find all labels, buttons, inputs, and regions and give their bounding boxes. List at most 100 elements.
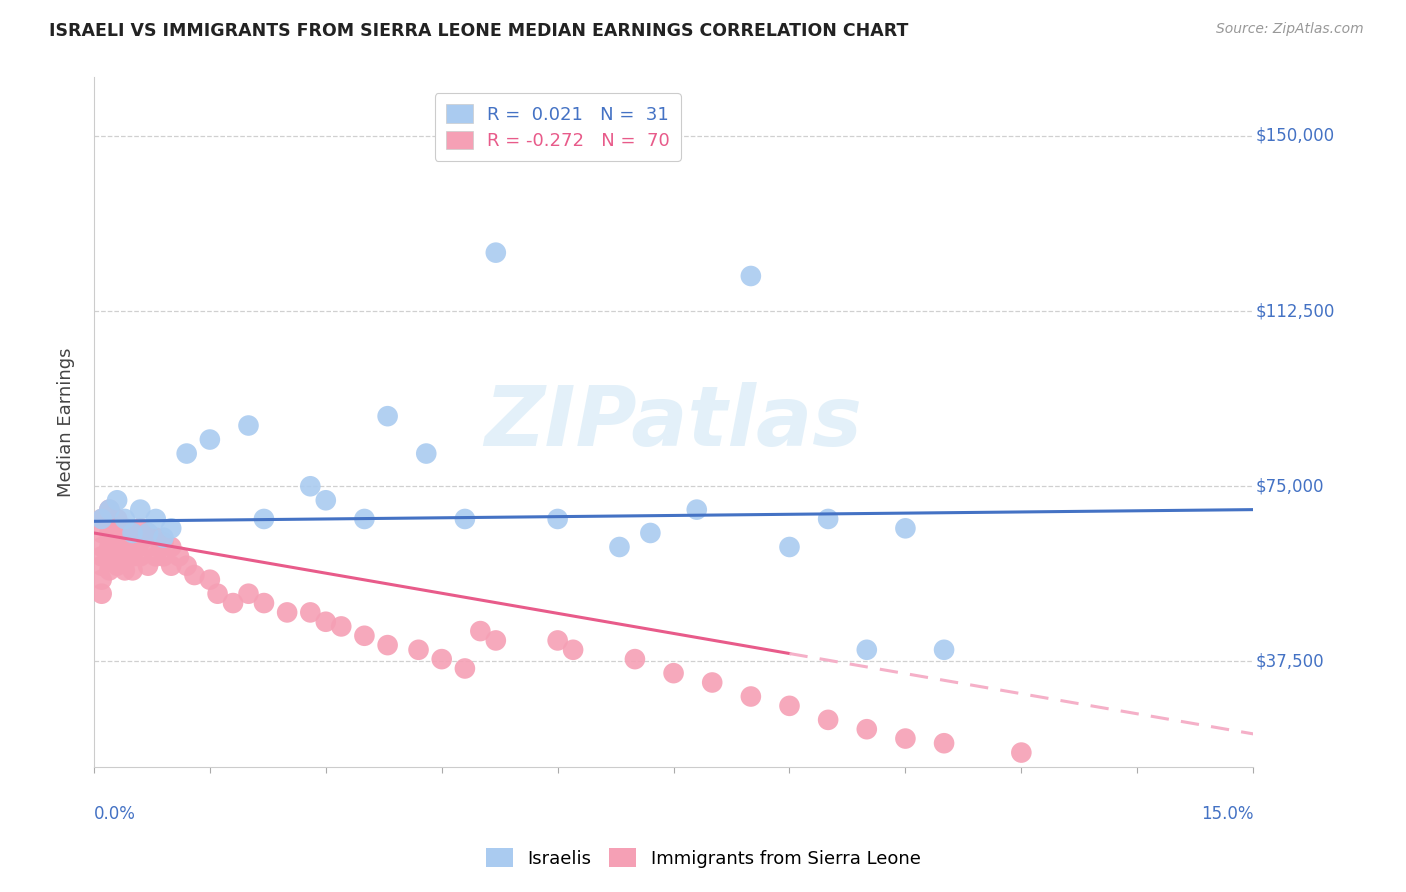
Point [105,493,128,508]
Text: ISRAELI VS IMMIGRANTS FROM SIERRA LEONE MEDIAN EARNINGS CORRELATION CHART: ISRAELI VS IMMIGRANTS FROM SIERRA LEONE … [49,22,908,40]
Point [377,638,399,652]
Point [855,642,877,657]
Point [136,526,159,541]
Point [377,409,399,424]
Point [562,642,585,657]
Point [114,521,136,535]
Point [129,535,152,549]
Point [408,642,430,657]
Point [90,540,112,554]
Point [152,549,174,564]
Point [609,540,631,554]
Legend: Israelis, Immigrants from Sierra Leone: Israelis, Immigrants from Sierra Leone [475,838,931,879]
Point [136,558,159,573]
Point [183,568,205,582]
Point [145,512,167,526]
Point [121,549,143,564]
Point [779,698,801,713]
Point [105,558,128,573]
Point [817,512,839,526]
Point [454,512,477,526]
Point [105,549,128,564]
Legend: R =  0.021   N =  31, R = -0.272   N =  70: R = 0.021 N = 31, R = -0.272 N = 70 [434,94,681,161]
Point [160,521,183,535]
Point [470,624,492,639]
Point [90,512,112,526]
Point [176,446,198,460]
Text: $37,500: $37,500 [1256,652,1324,671]
Point [640,526,662,541]
Point [121,526,143,541]
Point [315,493,337,508]
Point [167,549,190,564]
Y-axis label: Median Earnings: Median Earnings [58,347,75,497]
Point [90,558,112,573]
Point [114,512,136,526]
Text: ZIPatlas: ZIPatlas [485,382,862,463]
Text: Source: ZipAtlas.com: Source: ZipAtlas.com [1216,22,1364,37]
Point [330,619,353,633]
Point [315,615,337,629]
Point [160,558,183,573]
Point [276,606,298,620]
Point [136,540,159,554]
Point [238,587,260,601]
Point [353,512,375,526]
Point [136,526,159,541]
Text: 0.0%: 0.0% [94,805,136,823]
Point [485,245,508,260]
Point [485,633,508,648]
Point [145,531,167,545]
Point [686,502,709,516]
Point [105,512,128,526]
Point [740,268,762,283]
Point [454,661,477,675]
Point [176,558,198,573]
Point [114,563,136,577]
Point [932,736,955,750]
Point [779,540,801,554]
Point [624,652,647,666]
Point [98,526,121,541]
Text: $112,500: $112,500 [1256,302,1334,320]
Point [129,502,152,516]
Point [547,633,569,648]
Point [98,516,121,531]
Point [855,723,877,737]
Point [253,512,276,526]
Point [90,526,112,541]
Point [105,526,128,541]
Point [121,563,143,577]
Point [662,666,685,681]
Point [145,549,167,564]
Point [1010,746,1032,760]
Point [152,535,174,549]
Point [415,446,437,460]
Point [299,606,322,620]
Point [98,563,121,577]
Point [152,531,174,545]
Point [105,535,128,549]
Point [299,479,322,493]
Point [430,652,453,666]
Point [98,540,121,554]
Point [114,535,136,549]
Point [932,642,955,657]
Point [90,573,112,587]
Point [160,540,183,554]
Point [253,596,276,610]
Point [547,512,569,526]
Point [129,521,152,535]
Point [90,587,112,601]
Point [238,418,260,433]
Text: $150,000: $150,000 [1256,127,1334,145]
Point [121,526,143,541]
Point [353,629,375,643]
Point [98,502,121,516]
Point [90,512,112,526]
Text: $75,000: $75,000 [1256,477,1324,495]
Point [98,502,121,516]
Point [121,535,143,549]
Point [222,596,245,610]
Point [894,731,917,746]
